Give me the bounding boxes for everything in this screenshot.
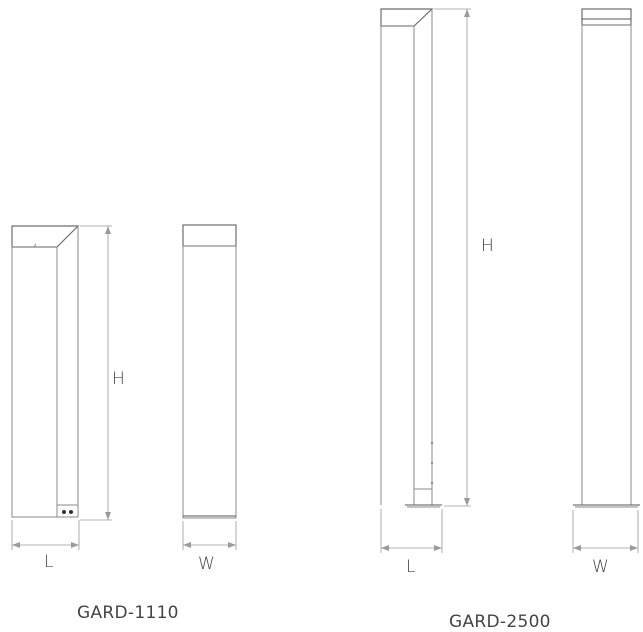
gard-1110-model-name: GARD-1110 <box>77 603 179 623</box>
gard-2500-side-view <box>380 8 442 508</box>
gard-2500-width-dimension <box>572 510 639 553</box>
gard-2500-model-name: GARD-2500 <box>449 612 551 632</box>
gard-1110-front-view <box>182 224 237 519</box>
gard-1110-height-dimension <box>80 225 112 521</box>
gard-2500-length-dimension <box>380 509 443 553</box>
gard-1110-drawing: H L W GARD-1110 <box>11 224 237 623</box>
gard-1110-length-label: L <box>44 552 53 572</box>
gard-1110-side-view <box>11 225 80 518</box>
gard-2500-length-label: L <box>406 557 415 577</box>
gard-2500-height-label: H <box>481 236 494 256</box>
gard-2500-width-label: W <box>592 557 609 577</box>
gard-2500-drawing: H L W GARD-2500 <box>380 8 640 632</box>
gard-2500-height-dimension <box>434 8 471 507</box>
gard-2500-front-view <box>573 8 640 508</box>
gard-1110-length-dimension <box>11 520 80 550</box>
gard-1110-width-label: W <box>198 554 215 574</box>
gard-1110-height-label: H <box>112 369 125 389</box>
gard-1110-width-dimension <box>182 521 237 550</box>
